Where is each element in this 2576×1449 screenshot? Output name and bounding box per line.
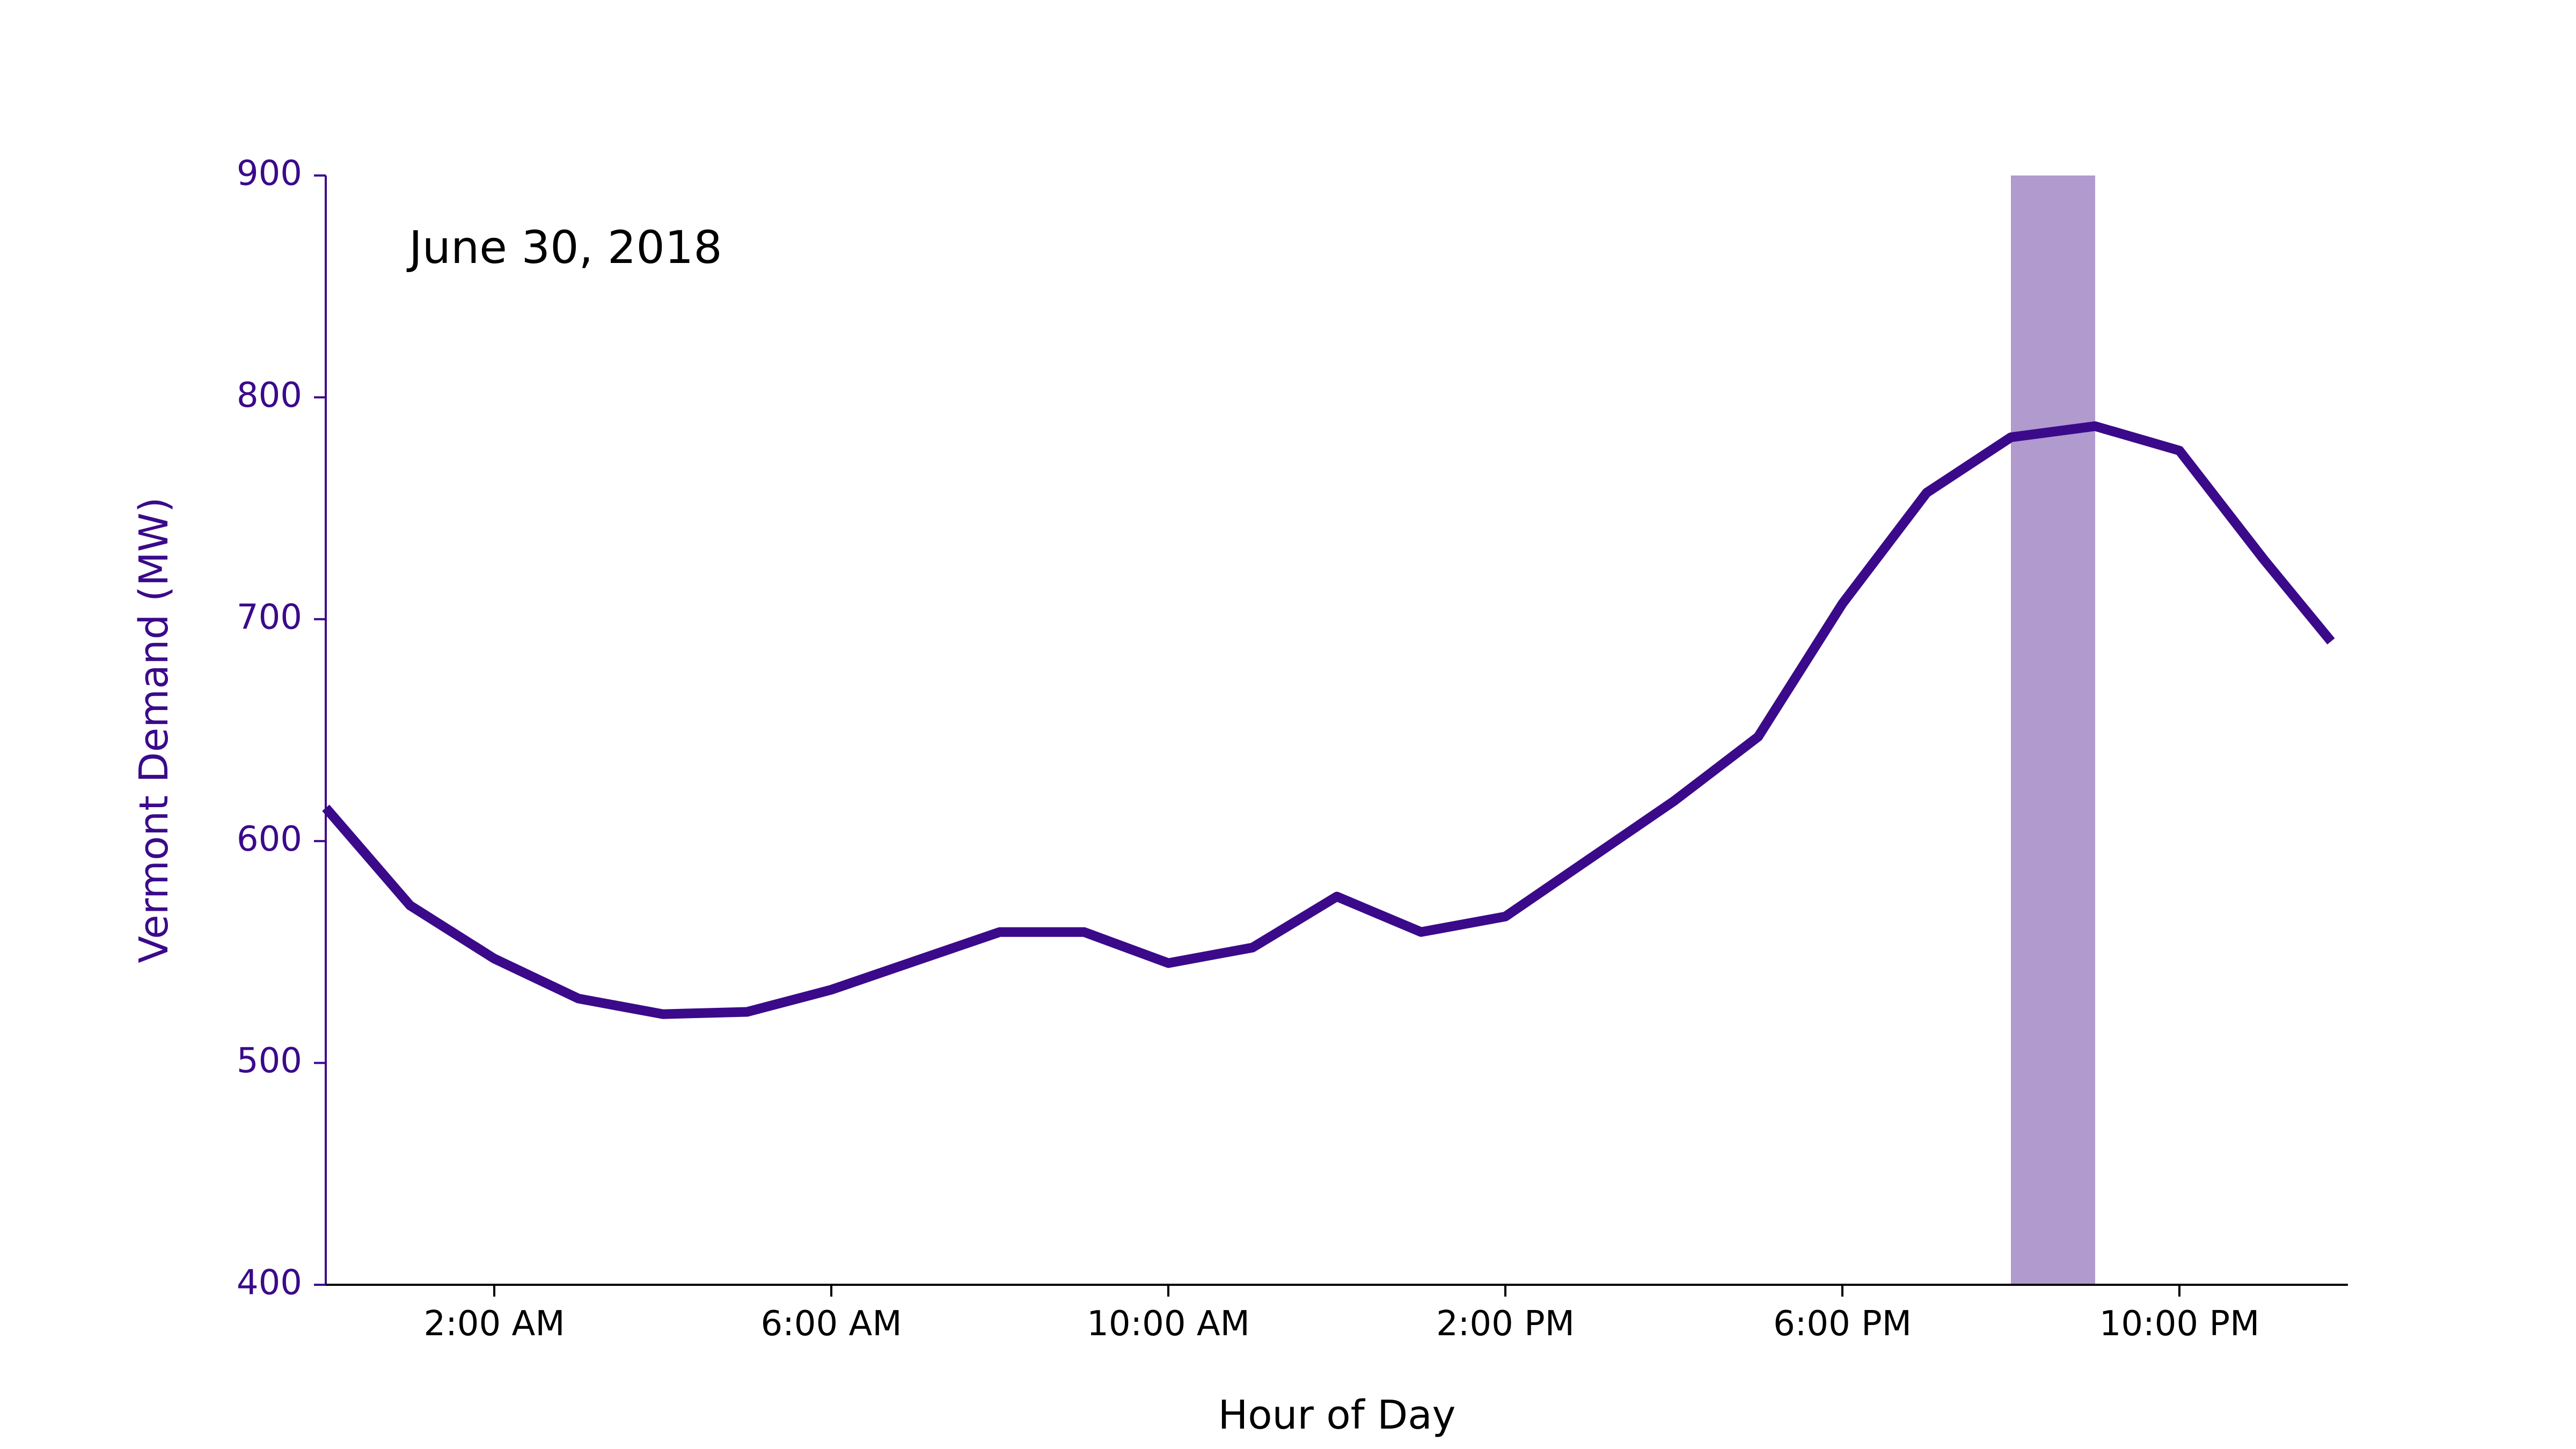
y-tick-label: 600 (237, 819, 302, 859)
x-tick-label: 6:00 AM (760, 1304, 902, 1344)
x-tick-label: 2:00 AM (423, 1304, 565, 1344)
ticks: 400 500 600 700 800 900 2:00 AM 6:00 AM 10:00 AM… (237, 154, 2259, 1344)
y-tick-label: 700 (237, 597, 302, 637)
highlight-span-layer (2011, 175, 2095, 1285)
series-layer (322, 421, 2335, 1019)
axes (325, 175, 2348, 1286)
y-tick-label: 900 (237, 154, 302, 194)
x-tick-label: 10:00 PM (2099, 1304, 2260, 1344)
x-tick-label: 10:00 AM (1087, 1304, 1250, 1344)
highlight-span (2011, 175, 2095, 1285)
y-axis-label: Vermont Demand (MW) (131, 497, 177, 963)
x-tick-label: 6:00 PM (1773, 1304, 1912, 1344)
chart-annotation: June 30, 2018 (406, 221, 722, 274)
series-line-0 (322, 421, 2335, 1019)
y-tick-label: 800 (237, 376, 302, 415)
x-tick-label: 2:00 PM (1436, 1304, 1575, 1344)
y-tick-label: 400 (237, 1263, 302, 1303)
y-tick-label: 500 (237, 1041, 302, 1081)
x-axis-label: Hour of Day (1218, 1392, 1456, 1438)
